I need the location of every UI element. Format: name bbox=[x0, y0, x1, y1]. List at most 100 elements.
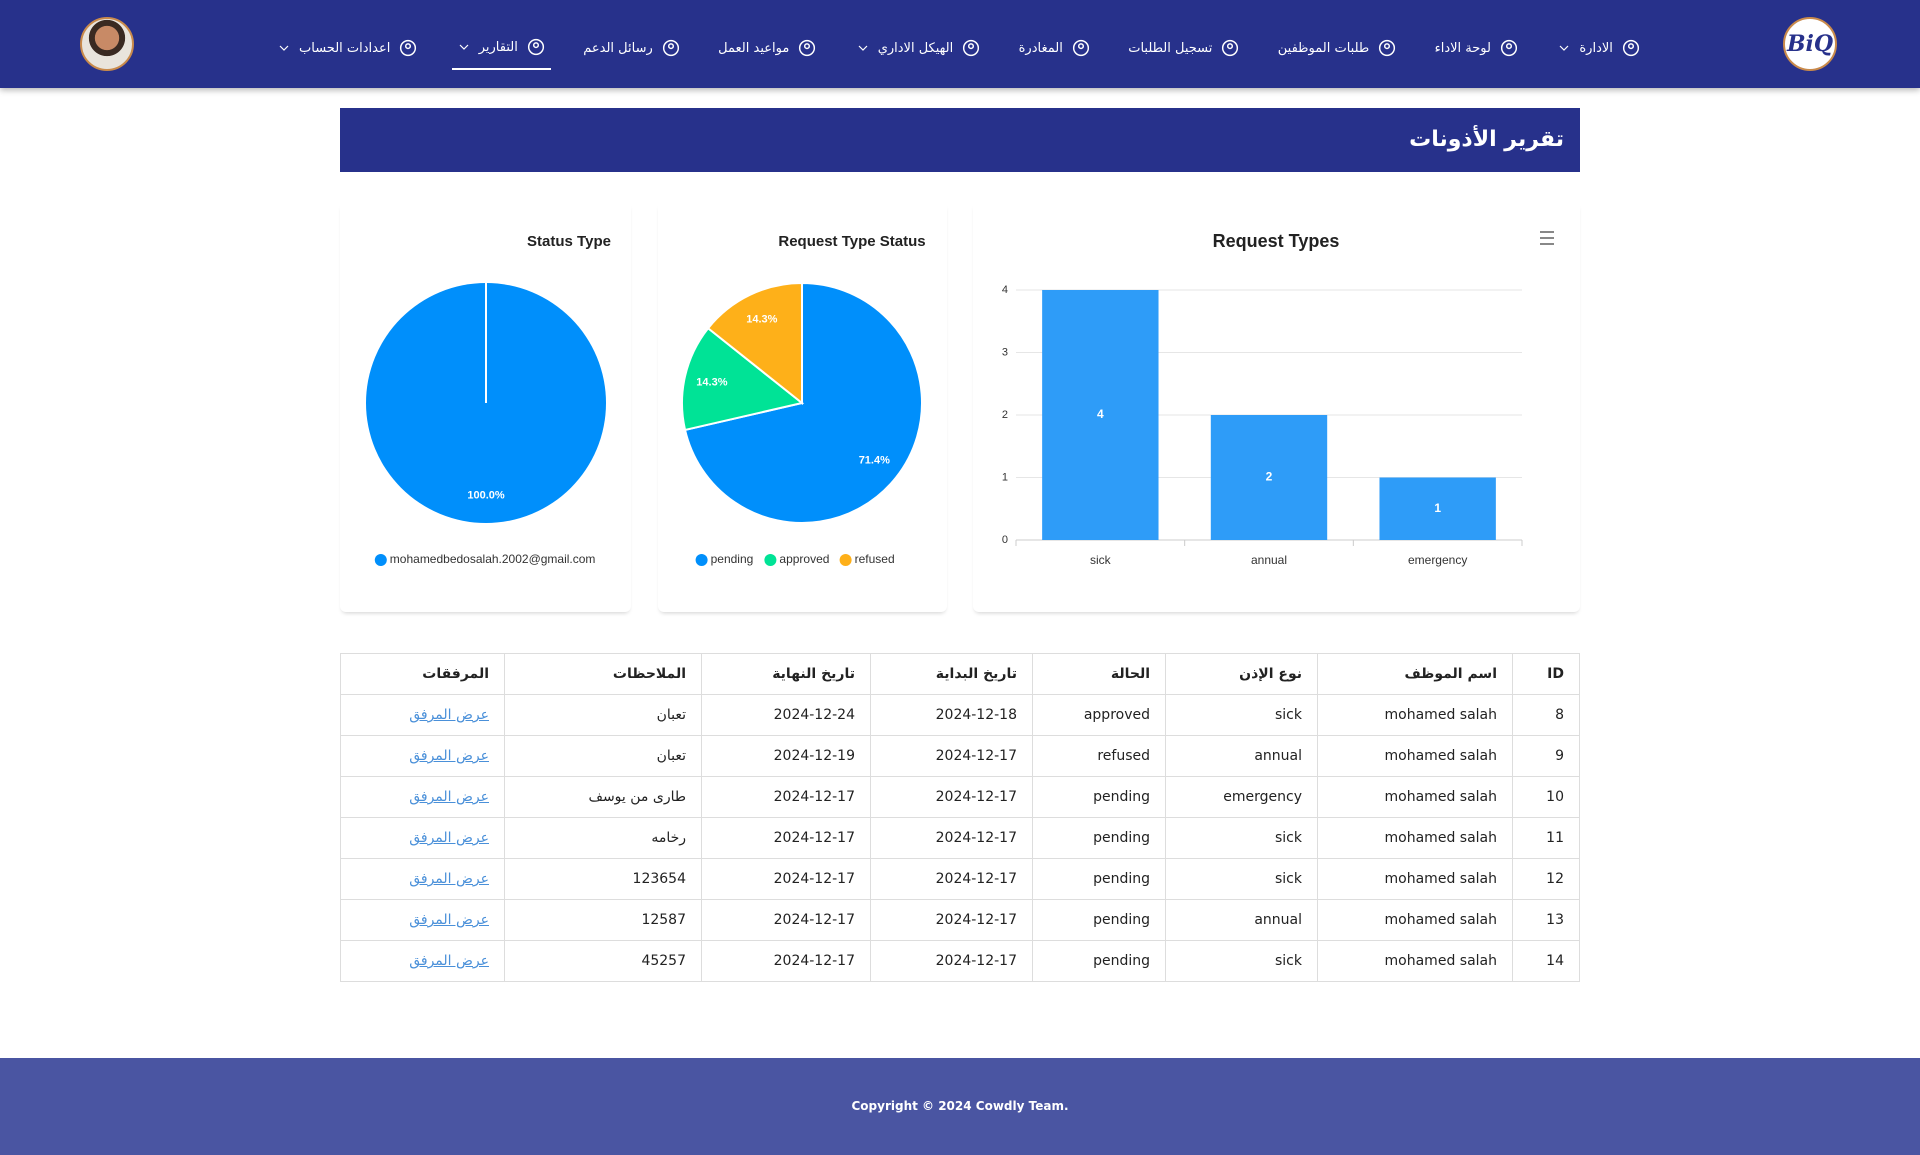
table-cell: عرض المرفق bbox=[340, 858, 505, 900]
attachment-link[interactable]: عرض المرفق bbox=[409, 830, 489, 846]
table-row: 14 mohamed salah sick pending 2024-12-17 2024… bbox=[340, 940, 1580, 982]
y-tick-label: 3 bbox=[1002, 346, 1008, 358]
data-label: 14.3% bbox=[696, 376, 727, 388]
navbar: BiQ الادارة لوحة الاداء طلبات الموظفين تسجي… bbox=[0, 0, 1920, 88]
nav-label: المغادرة bbox=[1018, 40, 1063, 56]
attachment-link[interactable]: عرض المرفق bbox=[409, 707, 489, 723]
legend-label: approved bbox=[779, 552, 829, 566]
table-cell: 2024-12-17 bbox=[870, 899, 1033, 941]
page-title: تقرير الأذونات bbox=[340, 108, 1580, 172]
nav-label: تسجيل الطلبات bbox=[1128, 40, 1213, 56]
table-cell: 2024-12-17 bbox=[701, 899, 871, 941]
table-row: 9 mohamed salah annual refused 2024-12-17 202… bbox=[340, 735, 1580, 777]
table-cell: sick bbox=[1165, 858, 1318, 900]
table-row: 12 mohamed salah sick pending 2024-12-17 2024… bbox=[340, 858, 1580, 900]
x-tick-label: annual bbox=[1251, 553, 1287, 567]
legend-dot bbox=[695, 554, 708, 566]
attachment-link[interactable]: عرض المرفق bbox=[409, 953, 489, 969]
table-cell: تعبان bbox=[504, 735, 702, 777]
table-cell: 2024-12-24 bbox=[701, 694, 871, 736]
nav-item[interactable]: لوحة الاداء bbox=[1431, 26, 1524, 70]
table-cell: sick bbox=[1165, 694, 1318, 736]
attachment-link[interactable]: عرض المرفق bbox=[409, 871, 489, 887]
nav-label: طلبات الموظفين bbox=[1277, 40, 1370, 56]
table-cell: 9 bbox=[1512, 735, 1580, 777]
nav-icon bbox=[527, 38, 544, 56]
nav-item[interactable]: اعدادات الحساب bbox=[272, 26, 423, 70]
table-cell: refused bbox=[1032, 735, 1166, 777]
table-cell: طارى من يوسف bbox=[504, 776, 702, 818]
footer: Copyright © 2024 Cowdly Team. bbox=[0, 1058, 1920, 1155]
data-label: 2 bbox=[1266, 470, 1273, 484]
nav-item[interactable]: المغادرة bbox=[1015, 26, 1096, 70]
nav-item[interactable]: الهيكل الاداري bbox=[851, 26, 987, 70]
pie-slice bbox=[706, 281, 803, 406]
chevron bbox=[858, 45, 868, 51]
logo[interactable]: BiQ bbox=[1783, 17, 1837, 71]
nav-label: لوحة الاداء bbox=[1434, 40, 1491, 56]
table-cell: 8 bbox=[1512, 694, 1580, 736]
table-cell: 2024-12-18 bbox=[870, 694, 1033, 736]
nav-icon bbox=[662, 39, 679, 57]
column-header: اسم الموظف bbox=[1317, 653, 1513, 695]
data-label: 100.0% bbox=[467, 489, 505, 501]
table-cell: pending bbox=[1032, 817, 1166, 859]
table-row: 10 mohamed salah emergency pending 2024-12-1… bbox=[340, 776, 1580, 818]
nav-item[interactable]: تسجيل الطلبات bbox=[1124, 26, 1245, 70]
nav-icon bbox=[400, 39, 417, 57]
nav-item[interactable]: رسائل الدعم bbox=[579, 26, 686, 70]
nav-item[interactable]: الادارة bbox=[1552, 26, 1646, 70]
bar bbox=[1042, 290, 1159, 540]
table-cell: annual bbox=[1165, 899, 1318, 941]
table-cell: mohamed salah bbox=[1317, 899, 1513, 941]
nav-icon bbox=[963, 39, 980, 57]
legend-dot bbox=[374, 554, 387, 566]
table-cell: pending bbox=[1032, 858, 1166, 900]
table-cell: عرض المرفق bbox=[340, 694, 505, 736]
bar bbox=[1210, 415, 1328, 540]
table-cell: 45257 bbox=[504, 940, 702, 982]
header-row: ID اسم الموظف نوع الإذن الحالة تاريخ البداية… bbox=[340, 653, 1580, 695]
nav-icon bbox=[1500, 39, 1518, 57]
pie-slice bbox=[681, 326, 805, 432]
attachment-link[interactable]: عرض المرفق bbox=[409, 789, 489, 805]
legend-label: pending bbox=[711, 552, 754, 566]
nav-label: مواعيد العمل bbox=[718, 40, 790, 56]
table-cell: 2024-12-17 bbox=[701, 940, 871, 982]
table-cell: 12587 bbox=[504, 899, 702, 941]
table-cell: mohamed salah bbox=[1317, 858, 1513, 900]
table-row: 8 mohamed salah sick approved 2024-12-18 2024… bbox=[340, 694, 1580, 736]
table-cell: 2024-12-17 bbox=[701, 858, 871, 900]
table-cell: mohamed salah bbox=[1317, 735, 1513, 777]
nav-icon bbox=[1379, 39, 1396, 57]
copyright: Copyright © 2024 Cowdly Team. bbox=[851, 1099, 1069, 1113]
table-cell: 10 bbox=[1512, 776, 1580, 818]
table-cell: mohamed salah bbox=[1317, 776, 1513, 818]
y-tick-label: 2 bbox=[1002, 409, 1008, 421]
table-cell: pending bbox=[1032, 899, 1166, 941]
attachment-link[interactable]: عرض المرفق bbox=[409, 748, 489, 764]
column-header: نوع الإذن bbox=[1165, 653, 1318, 695]
column-header: تاريخ النهاية bbox=[701, 653, 871, 695]
x-tick-label: emergency bbox=[1408, 553, 1467, 567]
data-label: 14.3% bbox=[746, 314, 777, 326]
chevron bbox=[459, 44, 469, 50]
attachment-link[interactable]: عرض المرفق bbox=[409, 912, 489, 928]
column-header: الملاحظات bbox=[504, 653, 702, 695]
nav-item[interactable]: طلبات الموظفين bbox=[1274, 26, 1402, 70]
table-cell: 11 bbox=[1512, 817, 1580, 859]
nav-item[interactable]: التقارير bbox=[451, 26, 551, 70]
nav-item[interactable]: مواعيد العمل bbox=[714, 26, 822, 70]
nav-icon bbox=[799, 39, 816, 57]
chart-title: Request Type Status bbox=[778, 233, 925, 250]
table-cell: 2024-12-17 bbox=[870, 735, 1033, 777]
nav-label: الادارة bbox=[1579, 40, 1613, 56]
table-cell: sick bbox=[1165, 817, 1318, 859]
nav-icon bbox=[1622, 39, 1639, 57]
column-header: تاريخ البداية bbox=[870, 653, 1033, 695]
table-body: 8 mohamed salah sick approved 2024-12-18 2024… bbox=[340, 694, 1580, 982]
table-cell: 2024-12-19 bbox=[701, 735, 871, 777]
chart-title: Request Types bbox=[1213, 231, 1340, 251]
avatar[interactable] bbox=[80, 17, 134, 71]
